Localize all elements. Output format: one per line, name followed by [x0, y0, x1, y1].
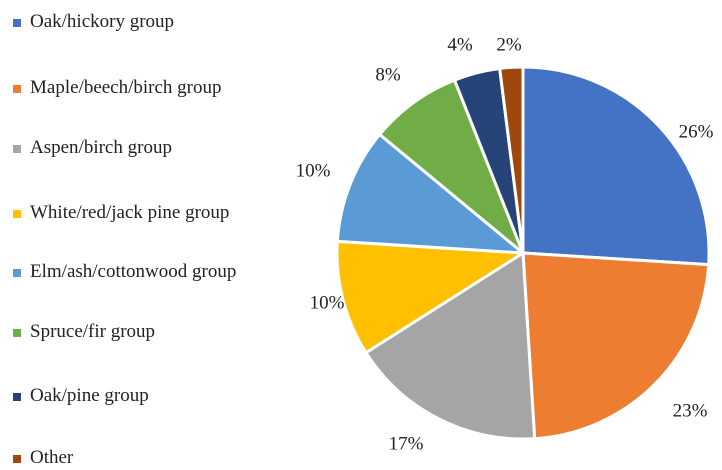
legend-swatch — [13, 329, 21, 337]
slice-value-label: 23% — [673, 400, 708, 421]
legend-label: Oak/pine group — [30, 385, 149, 406]
legend-item: Oak/pine group — [10, 384, 280, 408]
slice-value-label: 26% — [679, 121, 714, 142]
pie-slice — [335, 132, 525, 255]
legend-label: Aspen/birch group — [30, 137, 172, 158]
legend-swatch — [13, 393, 21, 401]
slice-value-label: 8% — [375, 64, 401, 85]
slice-value-label: 4% — [447, 34, 473, 55]
pie-slice — [335, 239, 525, 355]
slice-value-label: 2% — [496, 34, 522, 55]
slice-value-label: 10% — [296, 160, 331, 181]
pie-slice — [378, 78, 525, 255]
legend-label: Maple/beech/birch group — [30, 77, 222, 98]
legend-label: Elm/ash/cottonwood group — [30, 261, 237, 282]
legend-item: Spruce/fir group — [10, 320, 280, 344]
legend-swatch — [13, 19, 21, 27]
slice-value-label: 17% — [389, 433, 424, 454]
pie-slice — [521, 251, 711, 441]
legend-label: Spruce/fir group — [30, 321, 156, 342]
chart-legend: Oak/hickory group Maple/beech/birch group… — [10, 0, 285, 469]
legend-item: Maple/beech/birch group — [10, 76, 280, 100]
legend-item: Other — [10, 446, 280, 470]
pie-slice — [521, 65, 711, 267]
pie-slice — [498, 65, 525, 255]
slice-value-label: 10% — [310, 292, 345, 313]
legend-item: Oak/hickory group — [10, 10, 280, 34]
legend-swatch — [13, 145, 21, 153]
legend-swatch — [13, 269, 21, 277]
legend-swatch — [13, 455, 21, 463]
legend-swatch — [13, 210, 21, 218]
legend-label: White/red/jack pine group — [30, 202, 230, 223]
pie-slice — [364, 251, 537, 441]
legend-item: Elm/ash/cottonwood group — [10, 260, 280, 284]
legend-item: Aspen/birch group — [10, 136, 280, 160]
legend-label: Oak/hickory group — [30, 11, 175, 32]
legend-swatch — [13, 85, 21, 93]
legend-item: White/red/jack pine group — [10, 201, 280, 225]
legend-label: Other — [30, 447, 74, 468]
